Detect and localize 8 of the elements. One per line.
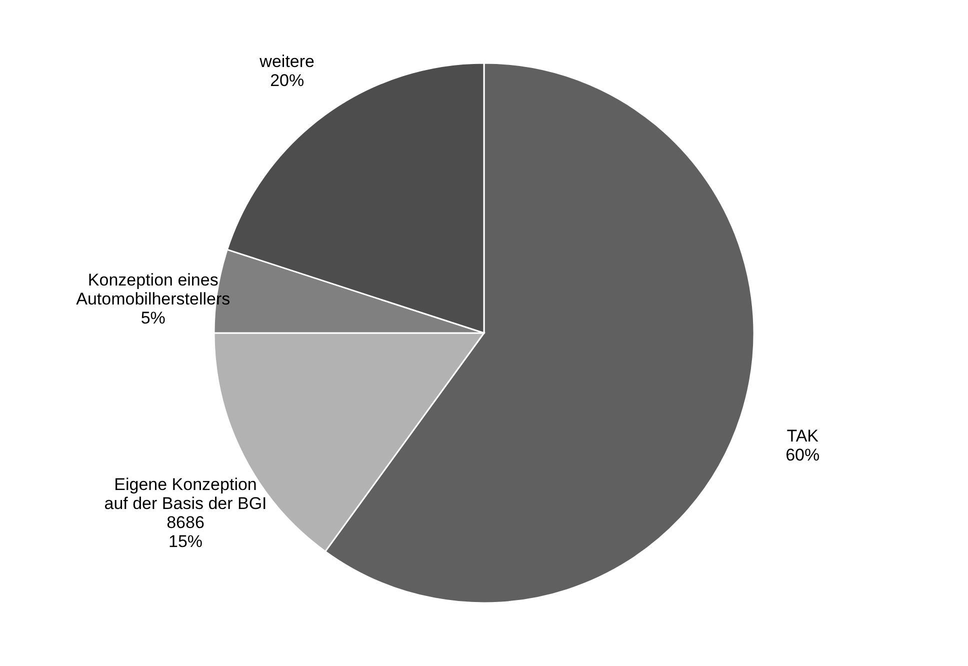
slice-label: TAK xyxy=(786,426,820,446)
data-label: 5% xyxy=(140,308,166,328)
data-label: 60% xyxy=(786,446,820,465)
data-label: 15% xyxy=(168,532,203,552)
slice-label: Konzeption eines Automobilherstellers xyxy=(76,270,230,309)
data-label: 20% xyxy=(270,70,304,90)
slice-label: weitere xyxy=(258,52,314,71)
slice-label: Eigene Konzeption auf der Basis der BGI 8686 xyxy=(104,475,267,532)
